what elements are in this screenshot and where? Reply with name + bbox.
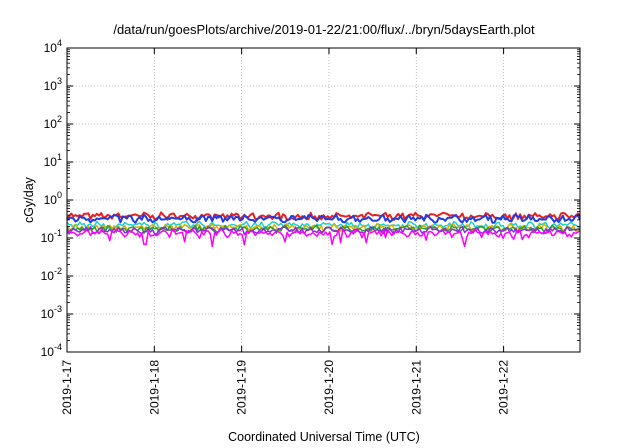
x-axis-label: Coordinated Universal Time (UTC)	[228, 430, 420, 444]
y-tick-label: 100	[44, 190, 62, 207]
y-tick-label: 101	[44, 152, 62, 169]
x-tick-label: 2019-1-20	[322, 360, 336, 415]
series-group	[66, 211, 581, 248]
chart-title: /data/run/goesPlots/archive/2019-01-22/2…	[113, 22, 535, 37]
x-tick-label: 2019-1-21	[409, 360, 423, 415]
y-axis-label: cGy/day	[22, 176, 36, 223]
y-tick-label: 10-4	[41, 342, 62, 359]
x-tick-label: 2019-1-22	[497, 360, 511, 415]
plot-frame	[66, 47, 581, 353]
x-tick-label: 2019-1-18	[147, 360, 161, 415]
y-tick-label: 10-1	[41, 228, 62, 245]
y-tick-label: 10-3	[41, 304, 62, 321]
series-line	[66, 220, 581, 231]
y-tick-label: 10-2	[41, 266, 62, 283]
series-line	[66, 213, 581, 224]
x-axis: 2019-1-17 2019-1-18 2019-1-19 2019-1-20 2019…	[60, 48, 511, 415]
series-line	[66, 226, 581, 236]
y-axis: 10-4 10-3 10-2 10-1 100 101 102 103 104	[41, 38, 580, 359]
series-line	[66, 211, 581, 222]
y-tick-label: 102	[44, 114, 62, 131]
x-tick-label: 2019-1-17	[60, 360, 74, 415]
grid	[67, 48, 580, 352]
series-line	[66, 228, 581, 248]
y-tick-label: 104	[44, 38, 62, 55]
y-tick-label: 103	[44, 76, 62, 93]
x-tick-label: 2019-1-19	[235, 360, 249, 415]
